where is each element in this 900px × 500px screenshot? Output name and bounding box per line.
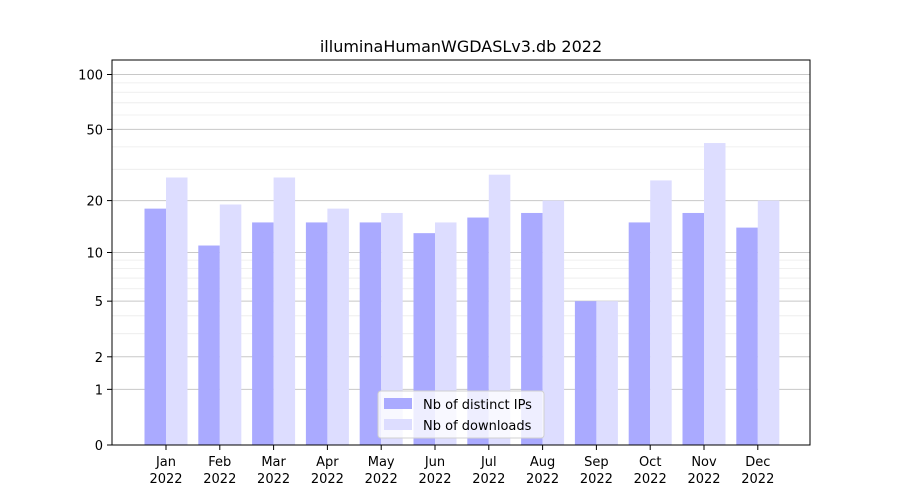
legend-swatch bbox=[384, 419, 412, 430]
bar-downloads bbox=[381, 212, 403, 445]
bar-downloads bbox=[650, 180, 672, 446]
x-tick-label: Aug bbox=[530, 455, 555, 470]
bar-distinct-ips bbox=[574, 301, 597, 445]
bar-distinct-ips bbox=[144, 208, 166, 445]
y-tick-label: 50 bbox=[86, 123, 103, 138]
x-tick-sublabel: 2022 bbox=[741, 472, 774, 487]
y-tick-label: 2 bbox=[95, 351, 103, 366]
x-tick-label: May bbox=[368, 455, 395, 470]
x-tick-label: Jan bbox=[155, 455, 176, 470]
bar-downloads bbox=[488, 174, 511, 446]
bar-distinct-ips bbox=[521, 212, 543, 445]
x-tick-label: Feb bbox=[208, 455, 231, 470]
x-tick-sublabel: 2022 bbox=[149, 472, 182, 487]
bar-distinct-ips bbox=[198, 245, 220, 445]
bar-downloads bbox=[704, 143, 726, 446]
bar-downloads bbox=[757, 200, 780, 445]
x-tick-sublabel: 2022 bbox=[472, 472, 505, 487]
x-tick-label: Apr bbox=[316, 455, 339, 470]
x-tick-label: Dec bbox=[745, 455, 770, 470]
y-tick-label: 5 bbox=[95, 295, 103, 310]
bar-distinct-ips bbox=[359, 222, 382, 445]
x-tick-sublabel: 2022 bbox=[203, 472, 236, 487]
y-tick-label: 10 bbox=[86, 247, 103, 262]
x-tick-sublabel: 2022 bbox=[418, 472, 451, 487]
bar-distinct-ips bbox=[736, 227, 758, 445]
chart-title: illuminaHumanWGDASLv3.db 2022 bbox=[320, 37, 602, 56]
x-tick-sublabel: 2022 bbox=[365, 472, 398, 487]
x-tick-sublabel: 2022 bbox=[687, 472, 720, 487]
y-tick-label: 1 bbox=[95, 383, 103, 398]
bar-downloads bbox=[542, 200, 565, 445]
axis-layer: 0 1 2 5 10 20 50 100 Jan 2022 Feb 2022 Mar 2022 Apr 202… bbox=[78, 69, 774, 487]
x-tick-label: Oct bbox=[639, 455, 661, 470]
y-tick-label: 0 bbox=[95, 439, 103, 454]
x-tick-sublabel: 2022 bbox=[311, 472, 344, 487]
legend: Nb of distinct IPs Nb of downloads bbox=[377, 390, 545, 439]
x-tick-sublabel: 2022 bbox=[257, 472, 290, 487]
y-tick-label: 20 bbox=[86, 195, 103, 210]
x-tick-label: Jul bbox=[480, 455, 497, 470]
bar-downloads bbox=[273, 177, 296, 445]
x-tick-label: Sep bbox=[584, 455, 609, 470]
bar-downloads bbox=[219, 204, 242, 445]
x-tick-label: Mar bbox=[261, 455, 286, 470]
x-tick-sublabel: 2022 bbox=[634, 472, 667, 487]
y-tick-label: 100 bbox=[78, 69, 103, 84]
bar-distinct-ips bbox=[628, 222, 651, 445]
legend-label: Nb of distinct IPs bbox=[423, 398, 532, 413]
bar-distinct-ips bbox=[682, 212, 704, 445]
bars-layer bbox=[144, 143, 780, 446]
legend-label: Nb of downloads bbox=[423, 419, 532, 434]
legend-swatch bbox=[384, 398, 412, 409]
x-tick-sublabel: 2022 bbox=[526, 472, 559, 487]
x-tick-label: Nov bbox=[691, 455, 717, 470]
bar-downloads bbox=[596, 301, 618, 445]
x-tick-sublabel: 2022 bbox=[580, 472, 613, 487]
bar-distinct-ips bbox=[467, 217, 489, 445]
bar-distinct-ips bbox=[305, 222, 328, 445]
bar-downloads bbox=[435, 222, 457, 445]
legend-box bbox=[377, 390, 545, 439]
bar-downloads bbox=[166, 177, 188, 445]
bar-distinct-ips bbox=[252, 222, 274, 445]
bar-downloads bbox=[327, 208, 349, 445]
x-tick-label: Jun bbox=[424, 455, 445, 470]
